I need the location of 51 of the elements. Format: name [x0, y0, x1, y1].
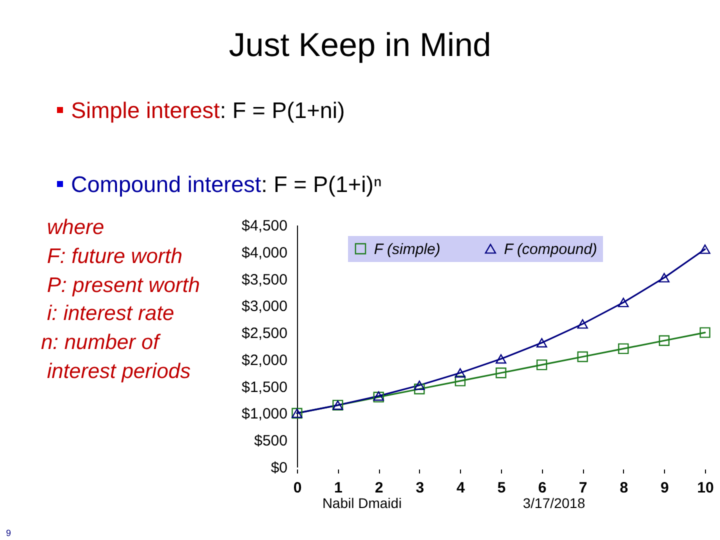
point: [454, 376, 466, 386]
y-tick-label: $500: [254, 432, 288, 450]
y-tick-label: $3,000: [242, 298, 288, 316]
text: 9: [6, 528, 12, 538]
y-tick-label: $2,000: [242, 352, 288, 369]
text: Nabil Dmaidi: [322, 494, 402, 512]
text: F: future worth: [47, 244, 182, 270]
y-tick-label: $0: [270, 460, 288, 476]
y-tick-label: $1,500: [242, 378, 288, 396]
point: [658, 335, 670, 346]
x-tick-label: 5: [497, 480, 506, 496]
text: n: number of: [41, 330, 159, 356]
x-tick-label: 7: [578, 480, 588, 496]
text: Simple interest: F = P(1+ni): [71, 98, 345, 122]
x-tick-label: 9: [660, 480, 669, 496]
chart-title: Just Keep in Mind: [228, 25, 492, 65]
point: [454, 368, 466, 378]
x-tick-label: 4: [456, 480, 466, 496]
text: where: [47, 215, 104, 241]
y-tick-label: $3,500: [242, 271, 288, 288]
x-tick-label: 8: [620, 480, 628, 496]
y-tick-label: $4,000: [242, 244, 288, 262]
text: i: interest rate: [47, 301, 174, 327]
x-tick-label: 1: [334, 480, 342, 496]
point: [496, 368, 506, 378]
point: [658, 272, 670, 282]
x-tick-label: 0: [293, 480, 302, 496]
point: [577, 319, 588, 329]
point: [414, 384, 425, 394]
point: [577, 351, 588, 362]
x-tick-label: 6: [538, 480, 546, 496]
point: [536, 338, 548, 348]
point: [496, 354, 506, 364]
point: [700, 244, 710, 254]
text: Compound interest: F = P(1+i)ⁿ: [71, 172, 382, 196]
x-tick-label: 2: [374, 480, 384, 496]
y-tick-label: $4,500: [242, 218, 288, 234]
text: interest periods: [47, 359, 191, 385]
point: [536, 359, 548, 370]
point: [618, 343, 629, 354]
text: P: present worth: [47, 273, 200, 299]
point: [414, 380, 425, 390]
x-tick-label: 3: [416, 480, 424, 496]
legend-label: F (simple): [374, 240, 440, 258]
y-tick-label: $2,500: [242, 325, 288, 342]
legend-label: F (compound): [504, 240, 598, 258]
x-tick-label: 10: [697, 480, 714, 496]
text: 3/17/2018: [522, 494, 586, 512]
y-tick-label: $1,000: [242, 406, 288, 423]
point: [618, 298, 629, 308]
point: [700, 327, 710, 338]
